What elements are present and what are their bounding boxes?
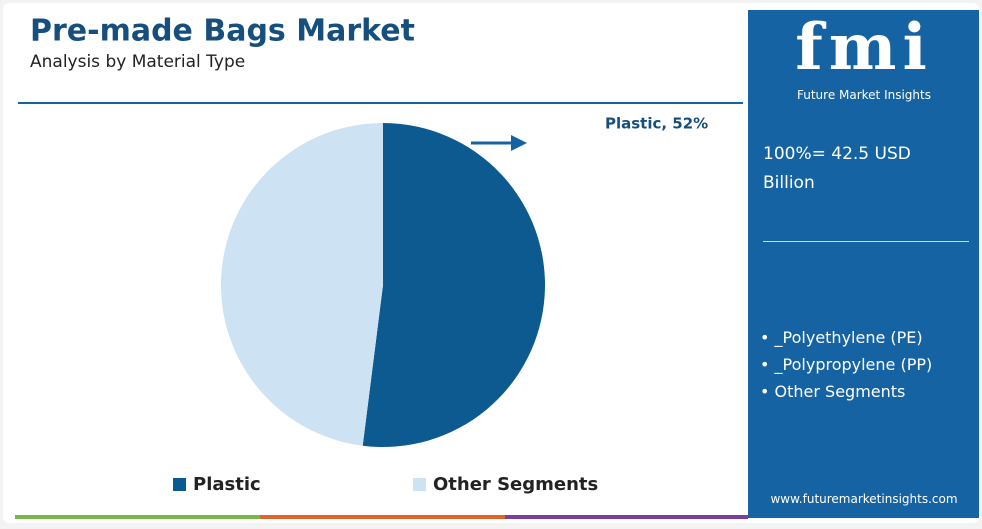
- legend-label: Other Segments: [433, 474, 598, 495]
- accent-bar: [15, 515, 260, 519]
- market-total: 100%= 42.5 USD Billion: [763, 144, 911, 193]
- chart-title: Pre-made Bags Market: [30, 14, 415, 49]
- pie-slice: [362, 123, 545, 448]
- label-arrowhead: [511, 135, 527, 151]
- segment-item: _Polyethylene (PE): [760, 324, 932, 351]
- chart-subtitle: Analysis by Material Type: [30, 52, 245, 72]
- card: Pre-made Bags Market Analysis by Materia…: [3, 3, 979, 523]
- separator: [763, 241, 969, 242]
- accent-bar: [505, 515, 748, 519]
- segment-list: _Polyethylene (PE)_Polypropylene (PP)Oth…: [760, 324, 933, 405]
- accent-bar: [260, 515, 505, 519]
- legend-label: Plastic: [193, 474, 261, 495]
- side-panel: fmi Future Market Insights 100%= 42.5 US…: [748, 10, 979, 518]
- data-label: Plastic, 52%: [605, 115, 708, 133]
- legend-swatch: [173, 478, 186, 491]
- pie-slice: [220, 123, 383, 446]
- logo: fmi: [795, 10, 933, 85]
- segment-item: Other Segments: [760, 378, 932, 405]
- legend-swatch: [413, 478, 426, 491]
- website: www.futuremarketinsights.com: [770, 492, 958, 506]
- segment-item: _Polypropylene (PP): [760, 351, 933, 378]
- chart: Pre-made Bags Market Analysis by Materia…: [18, 14, 743, 495]
- logo-caption: Future Market Insights: [796, 88, 931, 102]
